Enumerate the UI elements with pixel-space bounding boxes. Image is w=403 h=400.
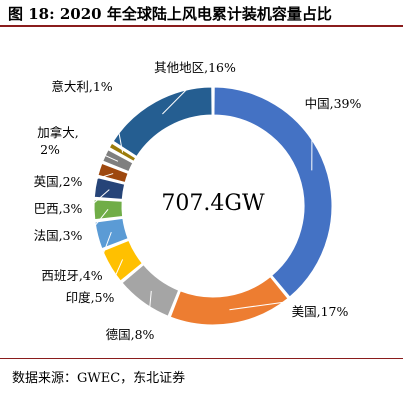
donut-slice-1 — [213, 86, 333, 298]
slice-label-8: 英国,2% — [34, 174, 83, 189]
leader-line-9 — [81, 144, 119, 162]
donut-slice-7 — [93, 177, 126, 200]
slice-label-4: 印度,5% — [66, 290, 115, 305]
slice-label-6: 法国,3% — [34, 228, 83, 243]
leader-line-7 — [85, 189, 110, 211]
slice-label-11: 其他地区,16% — [154, 60, 236, 75]
title-rule — [0, 25, 403, 27]
source-rule — [0, 358, 403, 359]
leader-line-6 — [85, 208, 109, 238]
donut-slice-3 — [121, 264, 180, 317]
slice-label-2: 美国,17% — [292, 304, 349, 319]
leader-line-11 — [162, 77, 199, 115]
leader-line-5 — [97, 231, 112, 269]
leader-line-8 — [85, 173, 114, 183]
slice-label-7: 巴西,3% — [34, 201, 83, 216]
donut-slice-2 — [169, 276, 289, 326]
leader-line-3 — [147, 290, 152, 328]
leader-line-4 — [109, 259, 124, 289]
slice-label-5: 西班牙,4% — [41, 268, 102, 283]
slice-label-10: 意大利,1% — [51, 79, 112, 94]
slice-label-3: 德国,8% — [106, 327, 155, 342]
donut-slice-11 — [112, 86, 213, 158]
slice-label-9: 加拿大, 2% — [37, 125, 78, 157]
leader-line-2 — [229, 299, 301, 311]
donut-slice-8 — [97, 162, 129, 184]
center-total-label: 707.4GW — [161, 191, 265, 216]
leader-line-10 — [111, 94, 124, 153]
chart-title: 图 18: 2020 年全球陆上风电累计装机容量占比 — [8, 5, 332, 23]
source-note: 数据来源：GWEC，东北证券 — [12, 371, 186, 386]
slice-label-1: 中国,39% — [305, 96, 362, 111]
donut-slice-5 — [94, 217, 129, 250]
